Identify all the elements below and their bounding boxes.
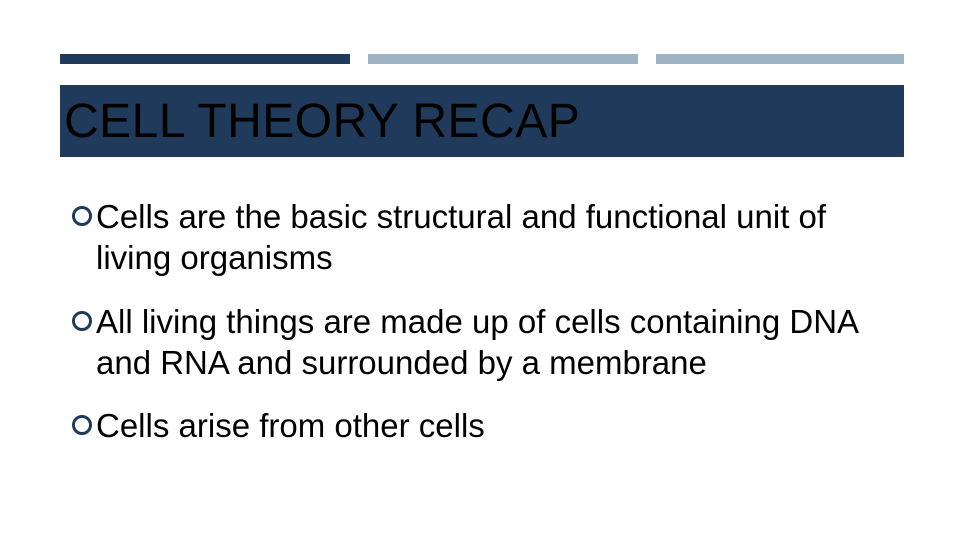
list-item-text: Cells arise from other cells: [96, 405, 485, 446]
accent-segment-2: [368, 54, 638, 64]
slide-title: CELL THEORY RECAP: [60, 94, 580, 149]
list-item: All living things are made up of cells c…: [72, 301, 890, 384]
slide-body: Cells are the basic structural and funct…: [72, 196, 890, 468]
title-band: CELL THEORY RECAP: [60, 85, 904, 157]
bullet-ring-icon: [72, 311, 92, 331]
slide: CELL THEORY RECAP Cells are the basic st…: [0, 0, 960, 540]
bullet-ring-icon: [72, 415, 92, 435]
bullet-ring-icon: [72, 206, 92, 226]
accent-bar: [60, 54, 904, 64]
list-item: Cells are the basic structural and funct…: [72, 196, 890, 279]
list-item-text: Cells are the basic structural and funct…: [96, 196, 890, 279]
accent-segment-3: [656, 54, 904, 64]
list-item-text: All living things are made up of cells c…: [96, 301, 890, 384]
list-item: Cells arise from other cells: [72, 405, 890, 446]
accent-segment-1: [60, 54, 350, 64]
